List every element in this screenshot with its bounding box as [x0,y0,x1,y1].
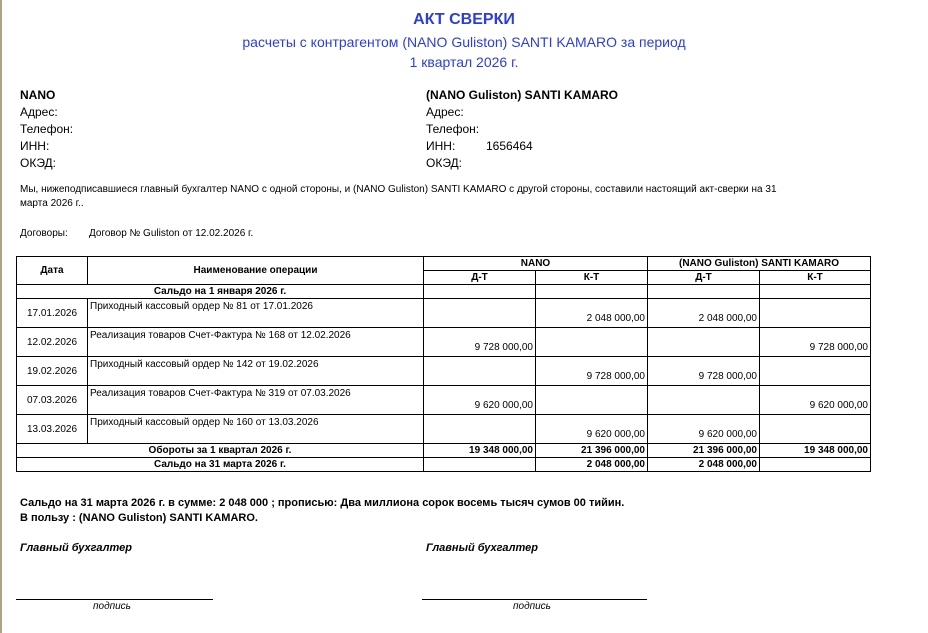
turnover-d2: 21 396 000,00 [647,443,760,458]
opening-balance-label: Сальдо на 1 января 2026 г. [16,284,424,299]
closing-d1 [423,457,536,472]
row-party1-credit [535,327,648,357]
row-party1-credit [535,385,648,415]
sign-left-role: Главный бухгалтер [20,542,132,554]
closing-balance-row: Сальдо на 31 марта 2026 г. 2 048 000,00 … [16,457,871,472]
row-party2-debit: 2 048 000,00 [647,298,760,328]
table-row: 13.03.2026 Приходный кассовый ордер № 160… [16,414,871,444]
turnover-row: Обороты за 1 квартал 2026 г. 19 348 000,… [16,443,871,458]
row-party2-credit [759,414,871,444]
doc-subtitle: расчеты с контрагентом (NANO Guliston) S… [242,34,686,50]
row-party1-debit: 9 620 000,00 [423,385,536,415]
party2-debit-header: Д-Т [647,270,760,285]
doc-title: АКТ СВЕРКИ [413,11,515,28]
party2-header: (NANO Guliston) SANTI KAMARO [647,256,871,271]
turnover-d1: 19 348 000,00 [423,443,536,458]
row-party2-credit [759,356,871,386]
closing-d2: 2 048 000,00 [647,457,760,472]
left-party-name: NANO [20,88,56,102]
row-operation: Реализация товаров Счет-Фактура № 319 от… [87,385,424,415]
turnover-k2: 19 348 000,00 [759,443,871,458]
table-row: 07.03.2026 Реализация товаров Счет-Фактур… [16,385,871,415]
right-phone-label: Телефон: [426,122,480,136]
sign-left-caption: подпись [93,601,131,612]
sign-right-caption: подпись [513,601,551,612]
party1-debit-header: Д-Т [423,270,536,285]
page-left-border [0,0,2,633]
right-oked-label: ОКЭД: [426,156,463,170]
row-operation: Приходный кассовый ордер № 160 от 13.03.… [87,414,424,444]
row-date: 07.03.2026 [16,385,88,415]
row-party1-credit: 9 620 000,00 [535,414,648,444]
party1-credit-header: К-Т [535,270,648,285]
row-party1-credit: 9 728 000,00 [535,356,648,386]
col-operation-header: Наименование операции [87,256,424,285]
sign-right-role: Главный бухгалтер [426,542,538,554]
right-party-name: (NANO Guliston) SANTI KAMARO [426,88,618,102]
opening-balance-row: Сальдо на 1 января 2026 г. [16,284,871,299]
row-operation: Реализация товаров Счет-Фактура № 168 от… [87,327,424,357]
row-party2-debit [647,385,760,415]
left-oked-label: ОКЭД: [20,156,57,170]
row-party2-credit: 9 728 000,00 [759,327,871,357]
reconciliation-table: Дата Наименование операции NANO (NANO Gu… [16,256,871,472]
row-operation: Приходный кассовый ордер № 142 от 19.02.… [87,356,424,386]
doc-period: 1 квартал 2026 г. [409,54,519,70]
table-row: 17.01.2026 Приходный кассовый ордер № 81 … [16,298,871,328]
left-phone-label: Телефон: [20,122,74,136]
closing-k2 [759,457,871,472]
row-date: 17.01.2026 [16,298,88,328]
row-party2-credit: 9 620 000,00 [759,385,871,415]
closing-balance-label: Сальдо на 31 марта 2026 г. [16,457,424,472]
intro-line-1: Мы, нижеподписавшиеся главный бухгалтер … [20,184,777,195]
row-party1-debit [423,414,536,444]
table-row: 12.02.2026 Реализация товаров Счет-Фактур… [16,327,871,357]
row-date: 12.02.2026 [16,327,88,357]
table-row: 19.02.2026 Приходный кассовый ордер № 142… [16,356,871,386]
left-inn-label: ИНН: [20,139,50,153]
summary-line-2: В пользу : (NANO Guliston) SANTI KAMARO. [20,512,258,524]
row-date: 19.02.2026 [16,356,88,386]
right-inn-value: 1656464 [486,139,533,153]
row-operation: Приходный кассовый ордер № 81 от 17.01.2… [87,298,424,328]
row-party1-debit: 9 728 000,00 [423,327,536,357]
turnover-label: Обороты за 1 квартал 2026 г. [16,443,424,458]
row-date: 13.03.2026 [16,414,88,444]
row-party2-credit [759,298,871,328]
sign-left-line [16,599,213,600]
contracts-label: Договоры: [20,228,68,239]
party1-header: NANO [423,256,648,271]
right-address-label: Адрес: [426,105,464,119]
row-party2-debit: 9 728 000,00 [647,356,760,386]
row-party1-debit [423,356,536,386]
intro-line-2: марта 2026 г.. [20,198,84,209]
contracts-value: Договор № Guliston от 12.02.2026 г. [89,228,254,239]
left-address-label: Адрес: [20,105,58,119]
row-party2-debit: 9 620 000,00 [647,414,760,444]
row-party1-debit [423,298,536,328]
sign-right-line [422,599,647,600]
right-inn-label: ИНН: [426,139,456,153]
row-party2-debit [647,327,760,357]
closing-k1: 2 048 000,00 [535,457,648,472]
turnover-k1: 21 396 000,00 [535,443,648,458]
party2-credit-header: К-Т [759,270,871,285]
col-date-header: Дата [16,256,88,285]
row-party1-credit: 2 048 000,00 [535,298,648,328]
summary-line-1: Сальдо на 31 марта 2026 г. в сумме: 2 04… [20,497,625,509]
